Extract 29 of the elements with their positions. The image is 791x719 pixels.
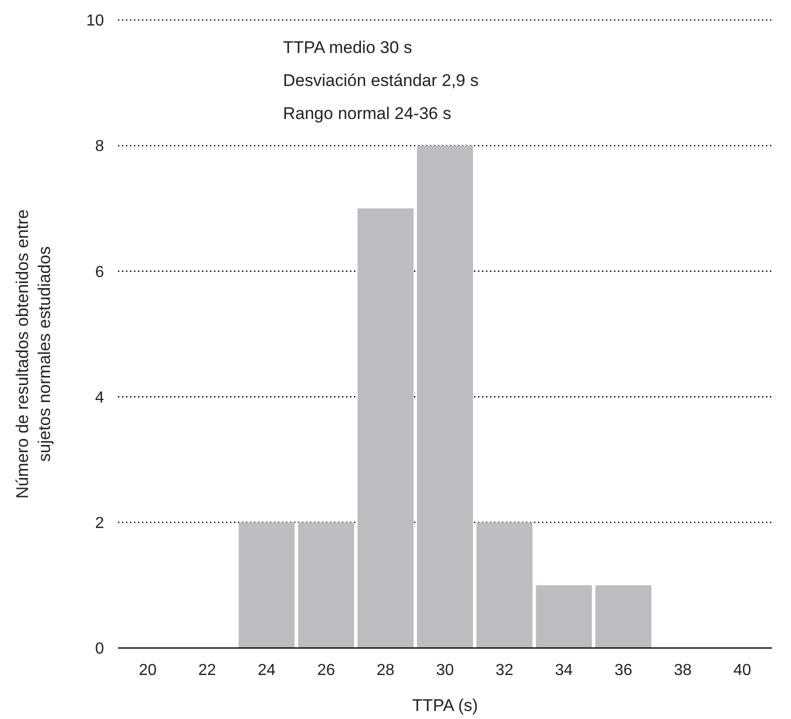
x-tick-label: 36 (614, 662, 632, 679)
bar (536, 585, 592, 648)
x-tick-label: 22 (198, 662, 216, 679)
bar (595, 585, 652, 648)
y-tick-label: 8 (95, 138, 104, 156)
x-tick-label: 28 (376, 662, 395, 679)
y-tick-label: 0 (95, 640, 104, 658)
bar (358, 208, 414, 648)
bar (476, 522, 532, 648)
annotation: Rango normal 24-36 s (283, 104, 452, 123)
x-tick-label: 34 (555, 662, 573, 679)
bar (238, 522, 295, 648)
bar (298, 522, 354, 648)
x-axis-title: TTPA (s) (412, 696, 478, 715)
annotation: TTPA medio 30 s (283, 38, 412, 57)
x-tick-label: 26 (317, 662, 336, 679)
annotation: Desviación estándar 2,9 s (283, 71, 479, 90)
y-tick-label: 2 (95, 515, 104, 532)
x-tick-label: 30 (436, 662, 454, 679)
bar (417, 146, 473, 648)
x-tick-label: 40 (733, 662, 752, 679)
x-tick-label: 38 (674, 662, 692, 679)
y-axis-title: Número de resultados obtenidos entre sujetos normales estudiados (13, 209, 54, 499)
x-tick-label: 32 (496, 662, 514, 679)
y-tick-label: 4 (95, 389, 104, 406)
x-tick-label: 20 (138, 662, 157, 679)
y-tick-label: 6 (95, 264, 104, 281)
y-tick-label: 10 (86, 12, 104, 30)
x-tick-label: 24 (258, 662, 276, 679)
